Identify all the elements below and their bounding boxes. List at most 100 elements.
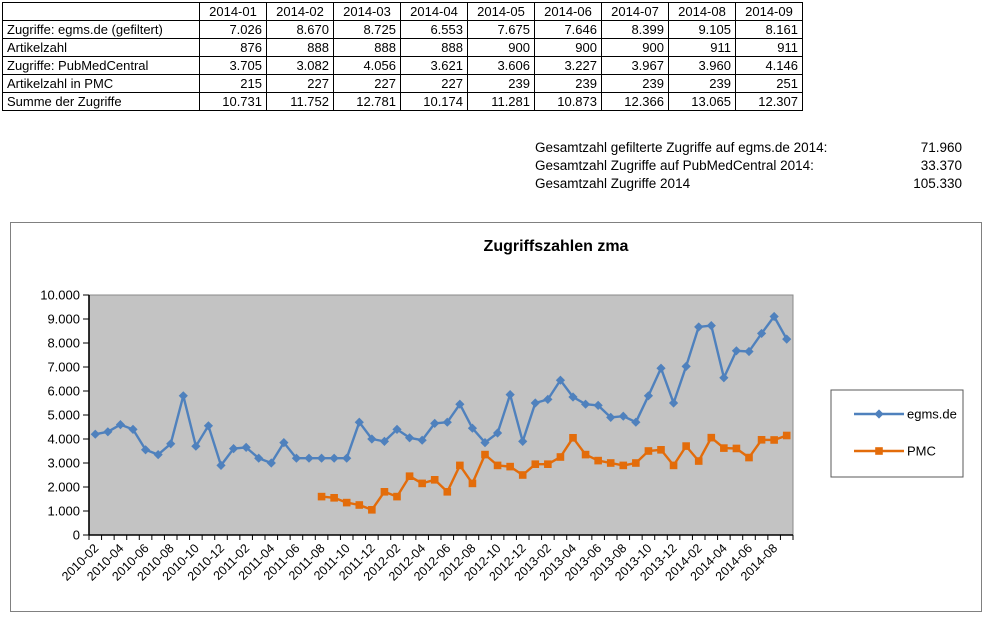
- series-egms.de-point: [731, 346, 742, 356]
- y-axis-label: 3.000: [47, 456, 80, 471]
- series-PMC-point: [782, 431, 791, 440]
- table-cell: 8.670: [266, 20, 334, 39]
- series-egms.de-point: [555, 375, 566, 385]
- table-row: Artikelzahl in PMC 215 227 227 227 239 239 239 2…: [2, 74, 803, 93]
- table-corner-cell: [2, 2, 200, 21]
- series-PMC-point: [669, 461, 678, 470]
- table-cell: 239: [601, 74, 669, 93]
- summary-label: Gesamtzahl Zugriffe 2014: [535, 176, 691, 191]
- series-egms.de-point: [279, 438, 289, 448]
- table-cell: 3.967: [601, 56, 669, 75]
- column-header: 2014-09: [735, 2, 803, 21]
- table-cell: 3.960: [668, 56, 736, 75]
- y-axis-label: 4.000: [47, 432, 80, 447]
- row-label: Artikelzahl in PMC: [2, 74, 200, 93]
- table-cell: 11.281: [467, 92, 535, 111]
- series-egms.de-point: [316, 453, 327, 463]
- row-label: Zugriffe: PubMedCentral: [2, 56, 200, 75]
- table-cell: 239: [668, 74, 736, 93]
- y-axis-label: 5.000: [47, 408, 80, 423]
- summary-block: Gesamtzahl gefilterte Zugriffe auf egms.…: [535, 139, 962, 193]
- series-egms.de-point: [656, 363, 666, 373]
- series-egms.de-point: [291, 453, 302, 463]
- table-cell: 911: [735, 38, 803, 57]
- table-header-row: 2014-01 2014-02 2014-03 2014-04 2014-05 2014-…: [2, 2, 803, 21]
- table-cell: 12.781: [333, 92, 401, 111]
- series-egms.de-point: [744, 346, 754, 357]
- table-cell: 8.399: [601, 20, 669, 39]
- column-header: 2014-03: [333, 2, 401, 21]
- series-egms.de-point: [140, 445, 151, 455]
- series-PMC-point: [569, 434, 577, 442]
- series-PMC-point: [694, 457, 703, 465]
- series-PMC-point: [506, 462, 514, 471]
- y-axis-label: 8.000: [47, 336, 80, 351]
- series-egms.de-point: [643, 391, 654, 401]
- series-PMC-point: [393, 492, 401, 501]
- chart-svg: Zugriffszahlen zma 0 1.000 2.000 3.000 4.000 5…: [40, 238, 964, 584]
- series-egms.de-point: [115, 420, 126, 430]
- series-egms.de-point: [304, 453, 314, 463]
- table-cell: 3.606: [467, 56, 535, 75]
- series-egms.de-point: [266, 458, 276, 468]
- table-cell: 13.065: [668, 92, 736, 111]
- series-PMC-point: [544, 460, 552, 468]
- series-PMC-point: [518, 471, 527, 479]
- series-egms.de-point: [530, 398, 540, 408]
- series-egms.de-point: [166, 439, 176, 449]
- summary-row: Gesamtzahl gefilterte Zugriffe auf egms.…: [535, 139, 962, 157]
- access-stats-table: 2014-01 2014-02 2014-03 2014-04 2014-05 2014-…: [2, 2, 803, 111]
- y-axis-label: 2.000: [47, 480, 80, 495]
- table-cell: 10.731: [199, 92, 267, 111]
- series-PMC-point: [430, 476, 439, 484]
- table-cell: 8.725: [333, 20, 401, 39]
- table-cell: 227: [400, 74, 468, 93]
- y-axis-label: 6.000: [47, 384, 80, 399]
- series-egms.de-point: [505, 390, 515, 400]
- table-row: Summe der Zugriffe 10.731 11.752 12.781 10.1…: [2, 92, 803, 111]
- series-egms.de-point: [90, 429, 100, 439]
- series-egms.de-point: [568, 392, 578, 402]
- series-PMC-point: [619, 461, 628, 470]
- table-cell: 6.553: [400, 20, 468, 39]
- column-header: 2014-01: [199, 2, 267, 21]
- series-egms.de-point: [417, 435, 427, 445]
- summary-value: 71.960: [920, 140, 962, 155]
- series-PMC-point: [468, 479, 477, 488]
- table-cell: 3.705: [199, 56, 267, 75]
- summary-label: Gesamtzahl gefilterte Zugriffe auf egms.…: [535, 140, 828, 155]
- legend-marker-diamond-icon: [874, 409, 884, 419]
- series-egms.de-point: [668, 398, 679, 408]
- series-PMC-point: [770, 436, 778, 444]
- table-cell: 888: [266, 38, 334, 57]
- series-PMC-point: [380, 488, 389, 496]
- table-cell: 7.026: [199, 20, 267, 39]
- table-cell: 900: [467, 38, 535, 57]
- series-PMC-point: [732, 444, 741, 453]
- series-PMC-point: [682, 442, 690, 450]
- chart-container: Zugriffszahlen zma 0 1.000 2.000 3.000 4.000 5…: [10, 222, 982, 612]
- table-cell: 3.082: [266, 56, 334, 75]
- series-egms.de-point: [492, 428, 503, 438]
- table-row: Artikelzahl 876 888 888 888 900 900 900 911 911: [2, 38, 803, 57]
- legend-marker-square-icon: [875, 447, 883, 455]
- series-PMC-point: [644, 447, 653, 455]
- series-egms.de-point: [203, 421, 214, 431]
- series-PMC-point: [493, 461, 502, 470]
- table-cell: 7.646: [534, 20, 602, 39]
- column-header: 2014-07: [601, 2, 669, 21]
- table-cell: 227: [266, 74, 334, 93]
- series-PMC-point: [757, 435, 766, 444]
- row-label: Zugriffe: egms.de (gefiltert): [2, 20, 200, 39]
- series-egms.de-point: [191, 441, 201, 451]
- series-egms.de-point: [467, 423, 478, 433]
- series-egms.de-point: [367, 434, 377, 444]
- series-PMC-point: [355, 501, 364, 509]
- table-cell: 10.873: [534, 92, 602, 111]
- series-PMC-point: [368, 506, 376, 514]
- table-body: Zugriffe: egms.de (gefiltert) 7.026 8.670 8…: [2, 20, 803, 111]
- series-PMC-point: [594, 456, 602, 465]
- y-axis-label: 0: [73, 528, 80, 543]
- table-cell: 8.161: [735, 20, 803, 39]
- series-PMC-point: [531, 460, 540, 468]
